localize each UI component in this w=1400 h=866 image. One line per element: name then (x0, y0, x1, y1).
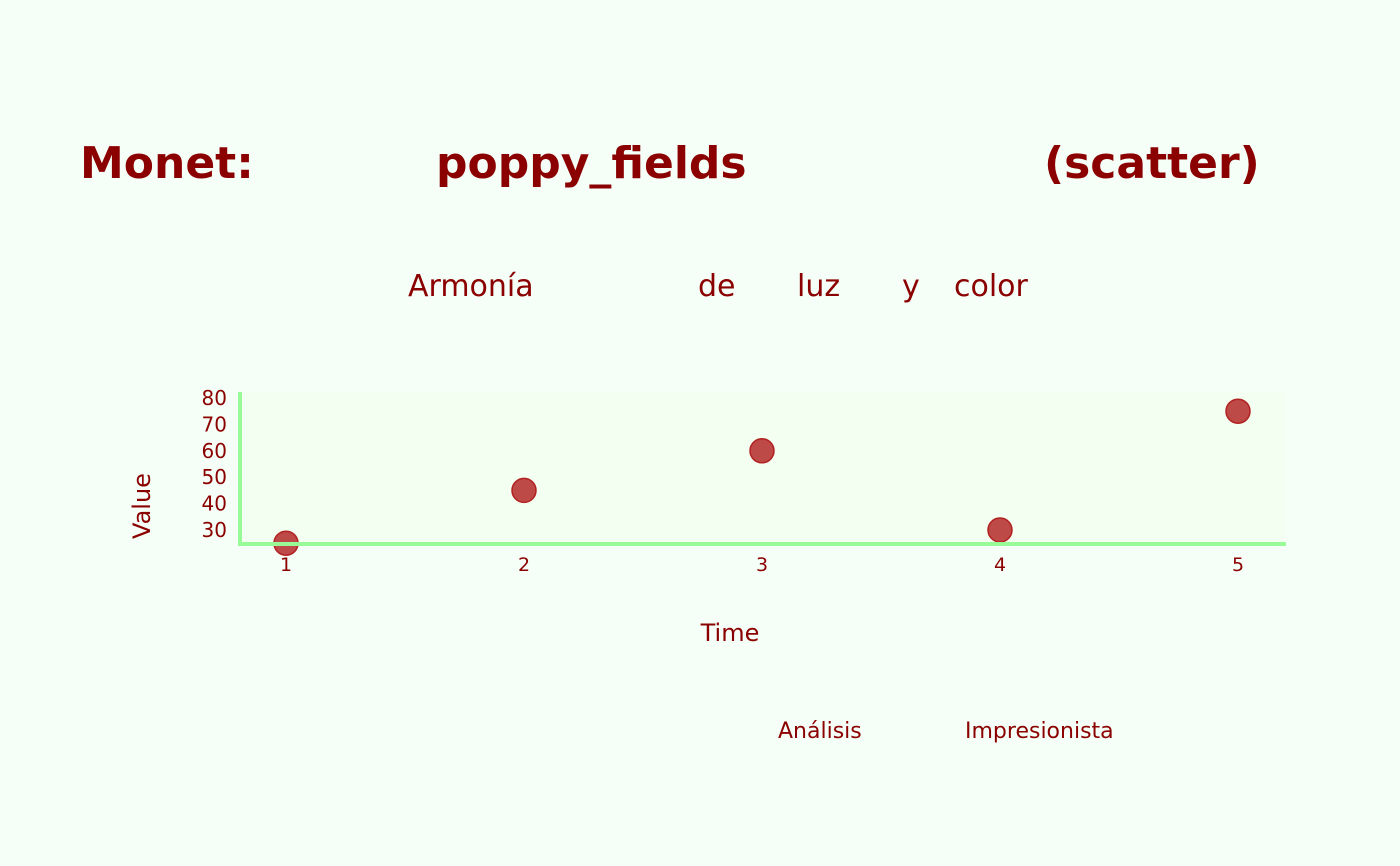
y-axis-label: Value (128, 473, 156, 539)
x-tick-label: 5 (1232, 554, 1244, 576)
data-point (749, 438, 775, 464)
y-tick-label: 30 (202, 518, 227, 542)
title-word: poppy_fields (436, 138, 747, 189)
x-tick-label: 3 (756, 554, 768, 576)
subtitle-word: color (954, 269, 1028, 304)
data-point (511, 477, 537, 504)
footer-word: Análisis (778, 719, 862, 744)
y-tick-label: 60 (202, 439, 227, 463)
footer-word: Impresionista (965, 719, 1114, 744)
title-word: Monet: (80, 138, 254, 189)
y-tick-label: 70 (202, 412, 227, 436)
subtitle-word: y (902, 269, 920, 304)
y-tick-label: 50 (202, 465, 227, 489)
subtitle-word: Armonía (408, 269, 534, 304)
subtitle-word: luz (797, 269, 841, 304)
subtitle-word: de (698, 269, 736, 304)
y-tick-label: 40 (202, 492, 227, 516)
x-tick-labels: 1 2 3 4 5 (280, 554, 1244, 576)
x-tick-label: 1 (280, 554, 292, 576)
x-tick-label: 2 (518, 554, 530, 576)
title-word: (scatter) (1044, 138, 1260, 189)
data-point (987, 517, 1013, 543)
x-axis-label: Time (700, 619, 760, 647)
data-point (1225, 398, 1251, 424)
plot-area (240, 392, 1285, 544)
y-tick-label: 80 (202, 386, 227, 410)
x-tick-label: 4 (994, 554, 1006, 576)
